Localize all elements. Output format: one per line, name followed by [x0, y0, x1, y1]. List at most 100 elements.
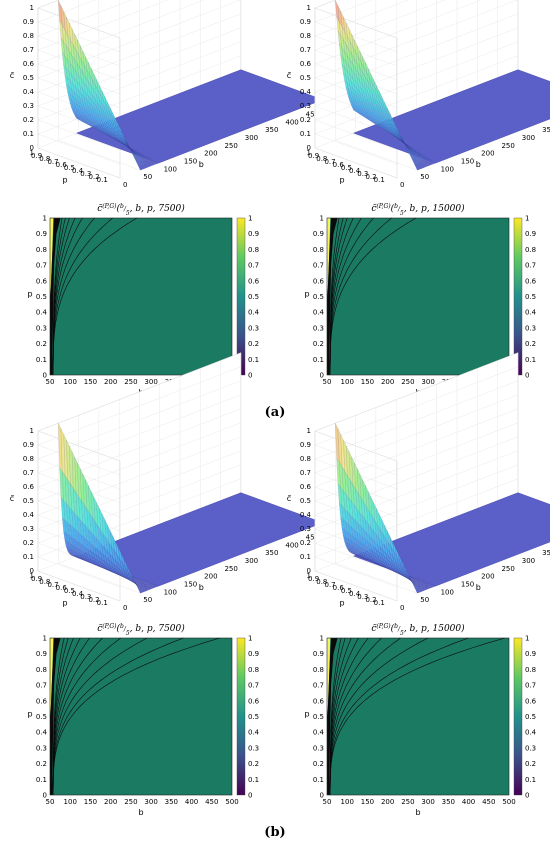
- p-tick-label: 0.8: [39, 155, 50, 163]
- p-tick-label: 0.5: [341, 587, 352, 595]
- title-part: /: [397, 626, 401, 633]
- grid-line: [58, 139, 141, 171]
- contour-background: [50, 218, 232, 375]
- z-axis-label: c̃: [287, 494, 292, 503]
- p-tick-label: 0.2: [365, 596, 376, 604]
- colorbar-tick-label: 0.3: [248, 324, 259, 332]
- title-part: b: [394, 203, 398, 210]
- surface-patch: [154, 584, 159, 587]
- colorbar-tick-label: 0.5: [248, 713, 259, 721]
- surface-plane: [353, 69, 550, 164]
- grid-line: [37, 0, 96, 23]
- p-tick-label: 0.3: [313, 744, 324, 752]
- p-tick-label: 0.5: [341, 164, 352, 172]
- colorbar-tick-label: 1: [248, 635, 252, 643]
- title-part: (P,G): [376, 623, 391, 630]
- p-axis-label: p: [27, 710, 32, 719]
- b-tick-label: 300: [245, 134, 258, 142]
- contour-line: [329, 217, 417, 375]
- title-part: b: [120, 623, 124, 630]
- b-tick-label: 100: [164, 588, 177, 596]
- chart-title: c̃(P,G)(b/5, b, p, 7500): [97, 203, 185, 217]
- z-tick-label: 0.1: [300, 130, 311, 138]
- z-tick-label: 0: [307, 567, 311, 575]
- b-axis-label: b: [415, 808, 420, 817]
- title-part: 5: [126, 210, 130, 217]
- z-tick-label: 0.2: [300, 539, 311, 547]
- grid-line: [314, 0, 373, 23]
- contour-line: [52, 637, 220, 795]
- p-tick-label: 0: [320, 372, 324, 380]
- p-tick-label: 0.5: [64, 164, 75, 172]
- title-part: 5: [400, 210, 404, 217]
- p-tick-label: 0.1: [313, 776, 324, 784]
- p-tick-label: 0.6: [313, 277, 325, 285]
- contour-dense-band: [50, 218, 61, 375]
- p-tick-label: 0.3: [357, 170, 368, 178]
- plot-layer: c̃(P,G)(b/5, b, p, 7500)00.10.20.30.40.5…: [10, 0, 550, 817]
- p-tick-label: 1: [320, 215, 324, 223]
- title-part: b: [394, 623, 398, 630]
- p-tick-label: 0.6: [56, 584, 68, 592]
- surface-plot-a: c̃(P,G)(b/5, b, p, 15000)00.10.20.30.40.…: [287, 0, 550, 189]
- colorbar-tick-label: 0.5: [525, 713, 536, 721]
- p-tick-label: 0.4: [313, 309, 325, 317]
- z-tick-label: 0.4: [300, 511, 312, 519]
- surface-patch: [77, 117, 83, 122]
- b-tick-label: 150: [184, 581, 197, 589]
- grid-line: [314, 556, 398, 588]
- contour-background: [50, 638, 232, 795]
- p-tick-label: 0.2: [313, 340, 324, 348]
- b-axis-label: b: [476, 583, 481, 592]
- z-tick-label: 0.1: [23, 130, 34, 138]
- grid-line: [314, 21, 398, 53]
- surface-patch: [145, 157, 151, 160]
- contour-high-region: [327, 638, 331, 717]
- p-tick-label: 0.6: [333, 584, 345, 592]
- colorbar-tick-label: 0: [525, 792, 529, 800]
- contour-high-region: [50, 218, 54, 297]
- z-tick-label: 0.2: [23, 539, 34, 547]
- z-tick-label: 0.7: [23, 46, 34, 54]
- title-part: b: [120, 203, 124, 210]
- surface-patch: [373, 122, 379, 127]
- z-tick-label: 0.5: [300, 74, 311, 82]
- b-tick-label: 450: [482, 798, 495, 806]
- p-tick-label: 0.8: [313, 666, 324, 674]
- b-tick-label: 300: [522, 557, 535, 565]
- colorbar-tick-label: 0.3: [525, 744, 536, 752]
- p-tick-label: 0.7: [47, 581, 58, 589]
- p-tick-label: 0.2: [88, 596, 99, 604]
- contour-dense-band: [327, 638, 338, 795]
- p-tick-label: 0.2: [88, 173, 99, 181]
- b-tick-label: 150: [361, 798, 374, 806]
- p-tick-label: 0.9: [313, 230, 324, 238]
- p-axis-label: p: [63, 599, 68, 608]
- title-part: (: [391, 623, 395, 634]
- p-tick-label: 0.3: [36, 744, 47, 752]
- colorbar-tick-label: 0.7: [525, 262, 536, 270]
- b-tick-label: 250: [501, 142, 514, 150]
- p-tick-label: 0.8: [316, 578, 327, 586]
- b-tick-label: 400: [285, 118, 298, 126]
- surface-patch: [75, 116, 80, 121]
- colorbar-tick-label: 0.2: [525, 760, 536, 768]
- surface-patch: [110, 136, 115, 140]
- p-tick-label: 0.1: [374, 176, 385, 184]
- b-tick-label: 50: [323, 378, 332, 386]
- p-tick-label: 0.4: [349, 167, 361, 175]
- p-tick-label: 0.1: [97, 599, 108, 607]
- colorbar-tick-label: 0.9: [525, 230, 536, 238]
- b-tick-label: 200: [204, 573, 217, 581]
- p-tick-label: 1: [30, 572, 34, 580]
- b-tick-label: 250: [124, 378, 137, 386]
- contour-background: [327, 638, 509, 795]
- p-tick-label: 0.6: [313, 697, 325, 705]
- surface-patch: [99, 130, 104, 134]
- surface-patch: [379, 126, 384, 130]
- b-tick-label: 250: [501, 565, 514, 573]
- z-tick-label: 0.6: [23, 60, 35, 68]
- surface-patch: [425, 157, 431, 161]
- title-part: c̃: [97, 623, 102, 634]
- colorbar-tick-label: 0.8: [525, 666, 536, 674]
